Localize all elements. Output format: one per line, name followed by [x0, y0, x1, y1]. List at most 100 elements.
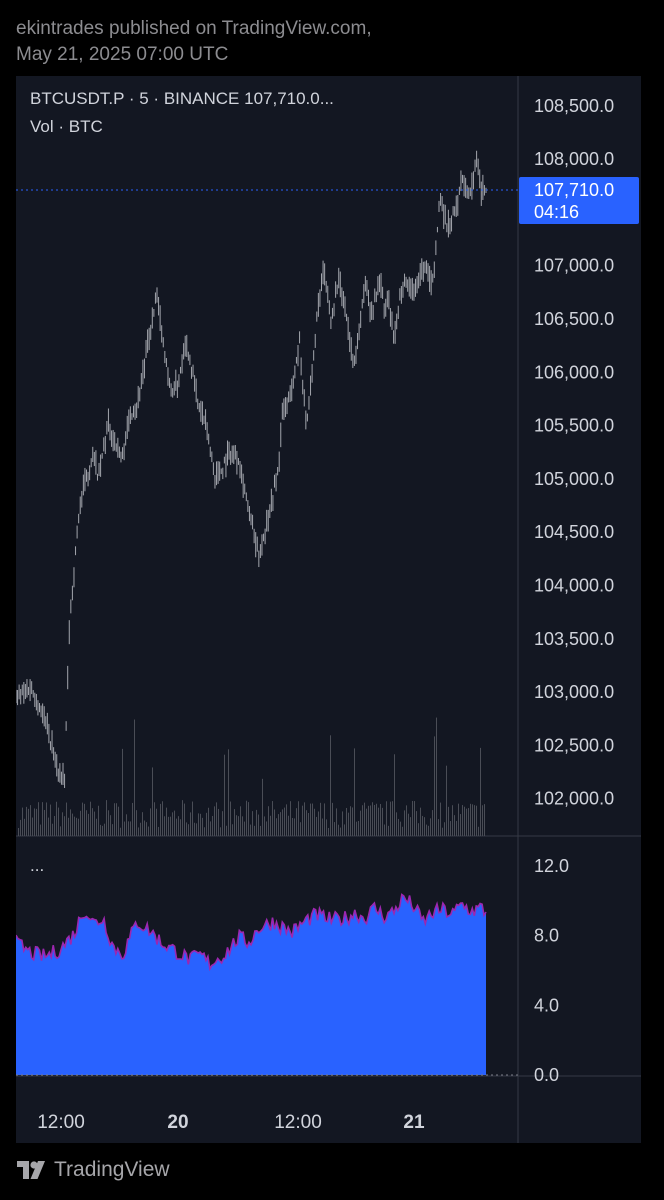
volume-bar: [28, 808, 29, 836]
time-tick-label: 12:00: [274, 1112, 322, 1133]
volume-bar: [174, 810, 175, 836]
volume-bar: [252, 811, 253, 836]
volume-legend[interactable]: Vol · BTC: [30, 117, 103, 136]
volume-bar: [306, 810, 307, 836]
volume-bar: [78, 818, 79, 836]
chart-canvas[interactable]: 107,710.004:16 108,500.0 108,000.0 107,000.…: [16, 76, 641, 1143]
volume-bar: [332, 802, 333, 836]
time-tick-label: 21: [403, 1112, 425, 1133]
volume-bar: [36, 808, 37, 836]
volume-bar: [212, 815, 213, 836]
volume-bar: [354, 748, 355, 836]
volume-bar: [74, 816, 75, 836]
publish-date: May 21, 2025 07:00 UTC: [16, 44, 229, 65]
volume-bar: [194, 822, 195, 836]
price-tick-label: 106,000.0: [534, 362, 614, 382]
volume-bar: [388, 825, 389, 836]
price-tick-label: 105,000.0: [534, 469, 614, 489]
volume-bar: [178, 816, 179, 836]
volume-bar: [308, 812, 309, 836]
volume-bar: [370, 805, 371, 836]
volume-bar: [246, 800, 247, 836]
time-tick-label: 12:00: [37, 1112, 85, 1133]
volume-bar: [274, 809, 275, 836]
volume-bar: [392, 801, 393, 836]
volume-bar: [286, 804, 287, 836]
volume-bar: [350, 806, 351, 836]
volume-bar: [18, 827, 19, 836]
volume-bar: [76, 817, 77, 836]
volume-bar: [322, 818, 323, 836]
volume-bar: [340, 827, 341, 836]
volume-bar: [346, 807, 347, 836]
volume-bar: [136, 810, 137, 836]
volume-bar: [188, 824, 189, 836]
volume-bar: [218, 808, 219, 836]
volume-bar: [56, 801, 57, 836]
chart-panel[interactable]: 107,710.0 04:16 108,500.0 108,000.0 107,000.…: [16, 76, 641, 1143]
last-price-tag[interactable]: [519, 177, 639, 225]
volume-bar: [448, 806, 449, 836]
volume-bar: [142, 812, 143, 836]
volume-bar: [362, 805, 363, 836]
volume-bar: [166, 807, 167, 836]
volume-bar: [284, 807, 285, 836]
volume-bar: [460, 814, 461, 836]
volume-bar: [458, 803, 459, 836]
volume-bar: [402, 826, 403, 836]
publisher-line: ekintrades published on TradingView.com,: [16, 18, 372, 39]
indicator-legend[interactable]: ...: [30, 856, 45, 875]
volume-bar: [378, 807, 379, 836]
volume-bar: [290, 801, 291, 836]
volume-bar: [224, 754, 225, 836]
volume-bar: [40, 824, 41, 836]
volume-bar: [450, 821, 451, 836]
volume-bar: [190, 812, 191, 836]
volume-bar: [342, 811, 343, 836]
volume-bar: [292, 817, 293, 836]
volume-bar: [418, 823, 419, 836]
volume-bar: [198, 813, 199, 836]
volume-bar: [426, 824, 427, 836]
volume-bar: [50, 804, 51, 836]
volume-bar: [420, 807, 421, 836]
price-tick-label: 107,000.0: [534, 256, 614, 276]
volume-bar: [134, 719, 135, 836]
volume-bar: [168, 816, 169, 836]
volume-bar: [278, 814, 279, 836]
volume-bar: [20, 819, 21, 836]
volume-bar: [226, 825, 227, 836]
volume-bar: [478, 826, 479, 836]
volume-bar: [148, 826, 149, 836]
volume-bar: [446, 765, 447, 836]
volume-bar: [240, 806, 241, 836]
volume-bar: [374, 804, 375, 836]
volume-bar: [38, 802, 39, 836]
volume-bar: [472, 804, 473, 836]
price-tick-label: 105,500.0: [534, 416, 614, 436]
volume-bar: [364, 802, 365, 836]
volume-bar: [214, 806, 215, 836]
tradingview-logo-icon: [17, 1161, 45, 1179]
indicator-tick-label: 0.0: [534, 1065, 559, 1085]
volume-bar: [264, 816, 265, 836]
volume-bar: [222, 811, 223, 836]
price-tick-label: 108,000.0: [534, 149, 614, 169]
volume-bar: [146, 822, 147, 836]
volume-bar: [42, 802, 43, 836]
volume-bar: [454, 815, 455, 836]
volume-bar: [400, 821, 401, 836]
volume-bar: [422, 815, 423, 836]
volume-bar: [232, 824, 233, 836]
volume-bar: [94, 811, 95, 836]
volume-bar: [132, 802, 133, 836]
footer-brand[interactable]: TradingView: [16, 1158, 170, 1182]
volume-bar: [110, 815, 111, 836]
volume-bar: [474, 805, 475, 836]
volume-bar: [328, 827, 329, 836]
volume-bar: [248, 802, 249, 836]
volume-bar: [116, 803, 117, 836]
volume-bar: [26, 806, 27, 836]
volume-bar: [276, 818, 277, 836]
symbol-legend[interactable]: BTCUSDT.P · 5 · BINANCE 107,710.0...: [30, 89, 334, 108]
